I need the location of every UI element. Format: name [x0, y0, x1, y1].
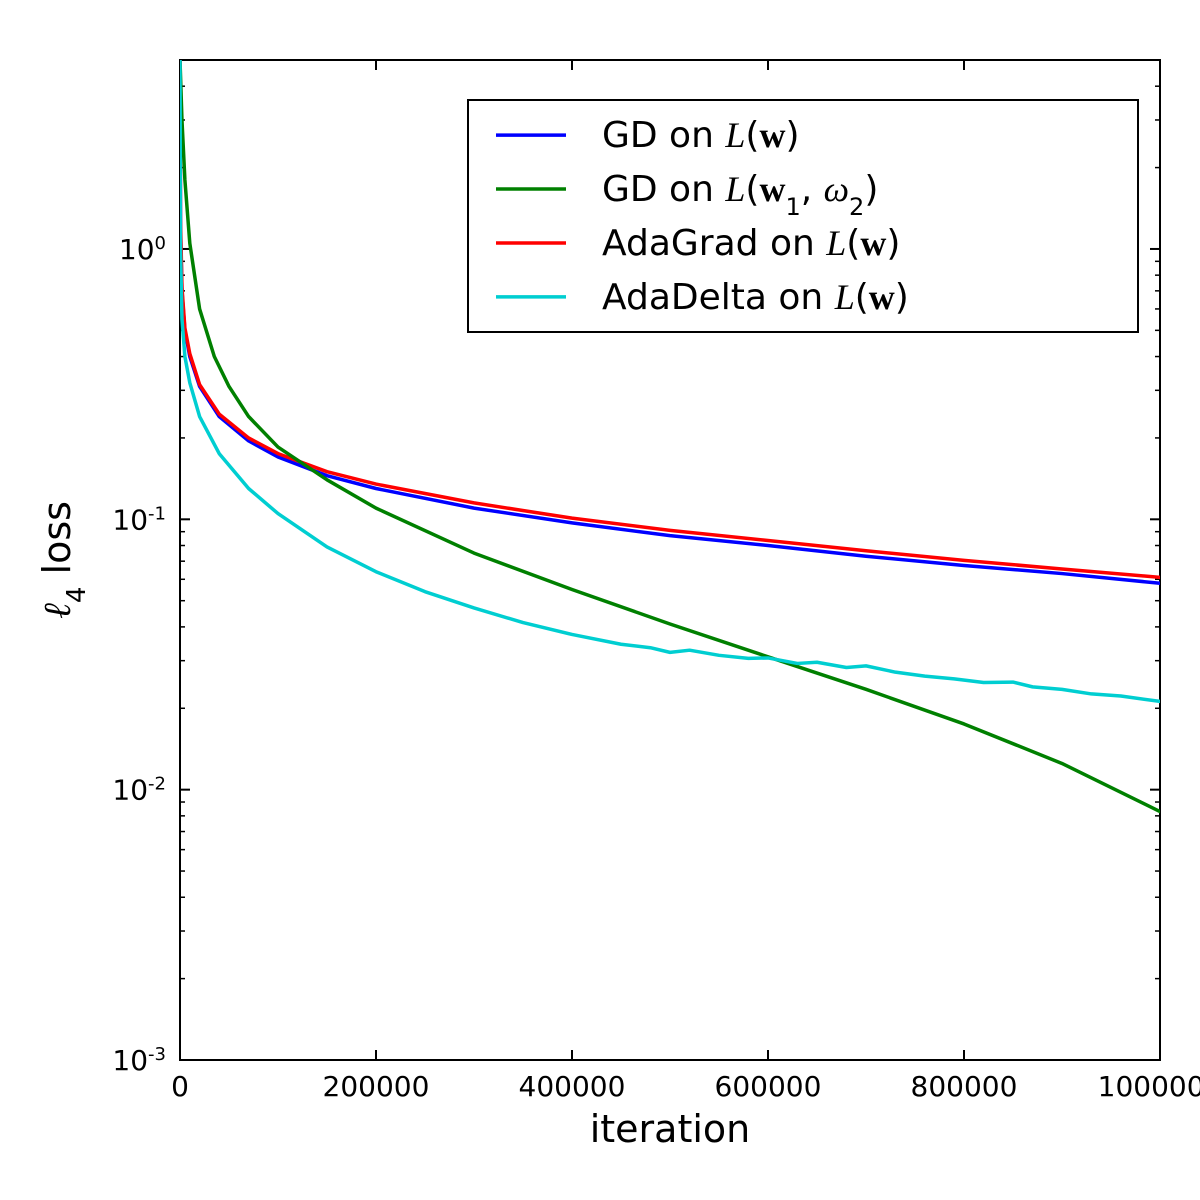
y-tick-label: 10-3 — [112, 1044, 166, 1078]
y-tick-label: 100 — [119, 232, 166, 266]
y-tick-label: 10-2 — [112, 773, 166, 807]
y-tick-label: 10-1 — [112, 503, 166, 537]
legend-label: AdaDelta on L(w) — [602, 277, 909, 318]
y-axis-label: ℓ4 loss — [35, 501, 92, 619]
x-axis-label: iteration — [590, 1107, 751, 1151]
legend-label: GD on L(w) — [602, 115, 799, 156]
x-tick-label: 800000 — [911, 1070, 1018, 1103]
x-tick-label: 200000 — [323, 1070, 430, 1103]
legend-label: AdaGrad on L(w) — [602, 223, 900, 264]
x-tick-label: 600000 — [715, 1070, 822, 1103]
x-tick-label: 0 — [171, 1070, 189, 1103]
x-tick-label: 1000000 — [1098, 1070, 1200, 1103]
x-tick-label: 400000 — [519, 1070, 626, 1103]
chart-container: 0 200000 400000 600000 800000 1000000 iteratio… — [0, 0, 1200, 1200]
loss-chart: 0 200000 400000 600000 800000 1000000 iteratio… — [0, 0, 1200, 1200]
